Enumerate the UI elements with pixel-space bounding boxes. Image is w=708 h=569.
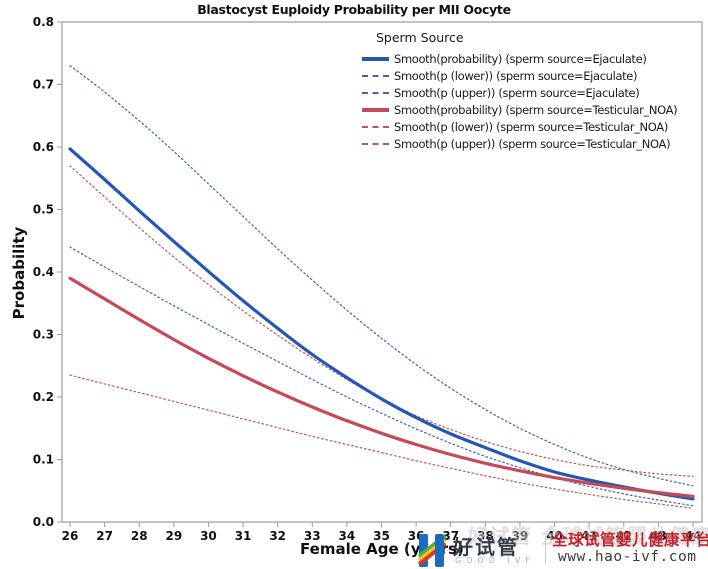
x-axis-label: Female Age (years)	[300, 540, 464, 558]
x-tick-label: 38	[477, 529, 494, 543]
chart-title: Blastocyst Euploidy Probability per MII …	[197, 2, 511, 17]
legend-item-label: Smooth(p (lower)) (sperm source=Ejaculat…	[394, 68, 638, 83]
series-line	[69, 246, 694, 507]
legend-dotted-line-swatch	[362, 74, 389, 77]
legend-title: Sperm Source	[376, 30, 464, 45]
y-tick-label: 0.3	[33, 328, 54, 342]
legend-item-label: Smooth(p (upper)) (sperm source=Testicul…	[394, 136, 671, 151]
series-line	[69, 65, 694, 487]
x-tick-label: 33	[304, 529, 321, 543]
y-tick-label: 0.5	[33, 203, 54, 217]
legend-dotted-line-swatch	[362, 91, 389, 94]
y-tick-label: 0.0	[33, 515, 54, 529]
x-tick-label: 26	[62, 529, 79, 543]
x-tick-label: 35	[373, 529, 390, 543]
legend-item-label: Smooth(probability) (sperm source=Ejacul…	[394, 51, 647, 66]
x-tick-label: 37	[442, 529, 459, 543]
x-tick-label: 39	[512, 529, 529, 543]
x-tick-label: 40	[546, 529, 563, 543]
x-tick-label: 31	[235, 529, 252, 543]
x-tick-label: 29	[165, 529, 182, 543]
x-tick-label: 41	[581, 529, 598, 543]
legend-item: Smooth(probability) (sperm source=Testic…	[362, 101, 678, 118]
x-tick-label: 34	[339, 529, 356, 543]
legend-item: Smooth(p (lower)) (sperm source=Testicul…	[362, 118, 677, 135]
y-tick-label: 0.2	[33, 390, 54, 404]
y-tick-label: 0.1	[33, 453, 54, 467]
legend-item: Smooth(p (upper)) (sperm source=Testicul…	[362, 135, 677, 152]
x-tick-label: 30	[200, 529, 217, 543]
series-line	[69, 374, 694, 509]
series-line	[68, 147, 695, 501]
legend-dotted-line-swatch	[362, 142, 389, 145]
legend-item: Smooth(p (lower)) (sperm source=Ejaculat…	[362, 67, 677, 84]
series-line	[69, 165, 694, 477]
legend-solid-line-swatch	[362, 107, 389, 112]
legend-item-label: Smooth(p (lower)) (sperm source=Testicul…	[394, 119, 668, 134]
legend-item-label: Smooth(probability) (sperm source=Testic…	[394, 102, 678, 117]
x-tick-label: 43	[650, 529, 667, 543]
y-tick-label: 0.8	[33, 15, 54, 29]
y-tick-label: 0.7	[33, 78, 54, 92]
legend-item: Smooth(p (upper)) (sperm source=Ejaculat…	[362, 84, 677, 101]
y-tick-label: 0.6	[33, 140, 54, 154]
x-tick-label: 44	[685, 529, 702, 543]
x-tick-label: 28	[131, 529, 148, 543]
legend-items: Smooth(probability) (sperm source=Ejacul…	[362, 50, 678, 152]
x-tick-label: 42	[615, 529, 632, 543]
y-tick-label: 0.4	[33, 265, 54, 279]
legend-solid-line-swatch	[362, 56, 389, 61]
legend-item-label: Smooth(p (upper)) (sperm source=Ejaculat…	[394, 85, 640, 100]
x-tick-label: 27	[96, 529, 113, 543]
series-line	[68, 276, 695, 498]
legend-dotted-line-swatch	[362, 125, 389, 128]
legend-item: Smooth(probability) (sperm source=Ejacul…	[362, 50, 677, 67]
legend: Sperm Source Smooth(probability) (sperm …	[362, 30, 678, 152]
x-tick-label: 32	[269, 529, 286, 543]
